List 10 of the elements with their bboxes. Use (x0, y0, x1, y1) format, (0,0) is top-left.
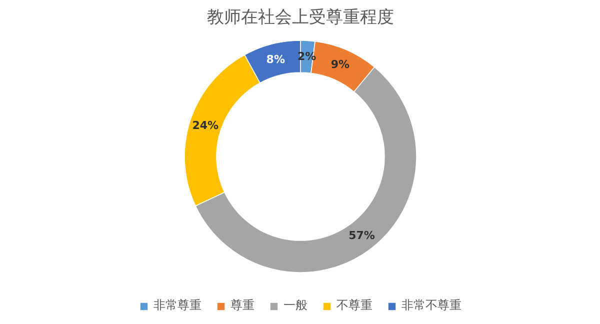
data-label: 57% (348, 229, 375, 242)
data-label: 24% (192, 119, 219, 132)
legend-label: 非常不尊重 (402, 297, 462, 314)
data-label: 9% (330, 58, 350, 72)
chart-title: 教师在社会上受尊重程度 (207, 8, 394, 28)
legend-label: 不尊重 (336, 297, 372, 314)
legend-label: 一般 (284, 297, 308, 314)
legend-label: 尊重 (230, 297, 254, 314)
legend-label: 非常尊重 (154, 297, 202, 314)
data-label: 8% (266, 53, 285, 66)
